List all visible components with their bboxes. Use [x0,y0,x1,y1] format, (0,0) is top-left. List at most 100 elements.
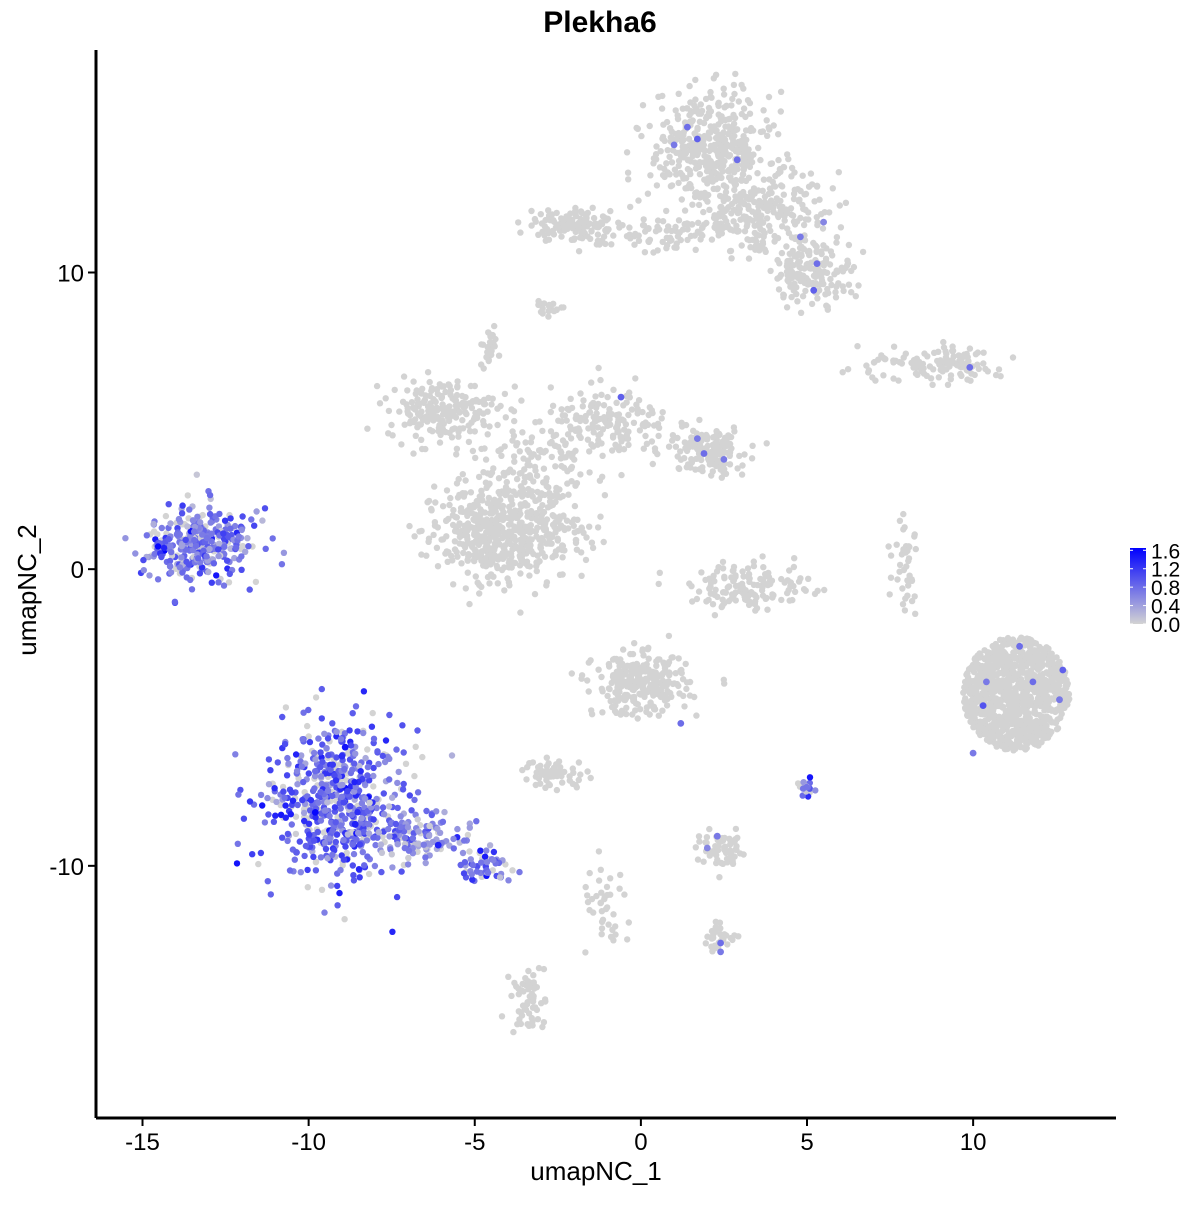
cell-point [691,107,698,115]
cell-point [986,724,993,731]
cell-point [293,849,300,856]
cell-point [610,911,617,918]
cell-point [315,799,322,806]
cell-point [731,186,738,194]
cell-point [654,420,662,427]
cell-point [519,429,526,436]
cell-point [912,610,919,617]
cell-point [684,236,691,244]
cell-point [680,129,687,136]
cell-point [673,240,680,247]
cell-point [605,226,612,233]
cell-point [480,396,488,403]
cell-point [711,578,718,585]
cell-point [183,574,190,581]
cell-point [707,175,714,182]
cell-point [487,571,495,578]
cell-point [560,464,568,471]
cell-point [524,509,531,516]
cell-point [823,269,831,276]
cell-point [567,465,574,472]
cell-point [399,722,406,729]
cell-point [738,242,745,249]
cell-point [672,107,679,114]
cell-point [122,535,129,542]
cell-point [323,745,330,752]
cell-point [485,494,493,502]
cell-point [666,672,673,679]
cell-point [265,781,273,788]
cell-point [985,716,992,723]
cell-point [805,209,812,216]
cell-point [709,601,717,608]
cell-point [483,560,490,568]
cell-point [612,923,619,930]
cell-point [471,557,478,565]
cell-point [257,849,265,857]
cell-point [450,506,457,514]
cell-point [191,536,198,544]
cell-point [547,494,554,501]
cell-point [675,179,682,187]
cell-point [516,470,523,477]
cell-point [592,223,599,230]
cell-point [524,978,532,985]
cell-point [561,412,569,419]
cell-point [517,229,524,236]
cell-point [633,660,641,668]
cell-point [692,844,699,851]
cell-point [639,222,647,229]
cell-point [595,400,602,408]
cell-point [527,522,534,529]
cell-point [755,203,762,210]
cell-point [506,532,513,539]
cell-point [411,796,418,804]
cell-point [456,409,463,416]
cell-point [720,589,727,596]
cell-point [727,174,734,181]
cell-point [711,612,719,619]
cell-point [647,172,654,179]
cell-point [621,426,628,433]
cell-point [688,583,695,590]
cell-point [598,925,606,932]
cell-point [560,512,567,519]
cell-point [706,825,713,833]
cell-point [158,524,165,532]
cell-point [450,581,457,588]
cell-point [448,752,456,759]
cell-point [594,524,602,531]
cell-point [980,349,987,356]
cell-point [1048,695,1055,702]
cell-point [558,233,565,240]
cell-point [992,722,999,729]
cell-point [743,216,751,224]
cell-point [528,207,535,215]
cell-point [790,218,798,225]
cell-point [796,263,803,270]
cell-point [740,158,748,166]
cell-point [654,247,661,254]
cell-point [548,540,555,547]
cell-point [787,257,794,264]
cell-point [747,244,754,251]
cell-point [1054,687,1062,694]
cell-point [1003,664,1010,671]
cell-point [545,313,552,320]
cell-point [537,544,544,551]
cell-point [521,466,528,473]
cell-point [645,238,652,245]
cell-point [176,564,184,571]
cell-point [995,661,1003,668]
cell-point [775,156,782,164]
cell-point [545,760,552,767]
cell-point [524,461,531,468]
cell-point [738,471,746,478]
cell-point [943,350,950,358]
cell-point [486,580,493,587]
cell-point [462,477,469,484]
cell-point [740,85,747,92]
cell-point [318,715,325,722]
cell-point [517,510,524,518]
cell-point [288,821,295,828]
